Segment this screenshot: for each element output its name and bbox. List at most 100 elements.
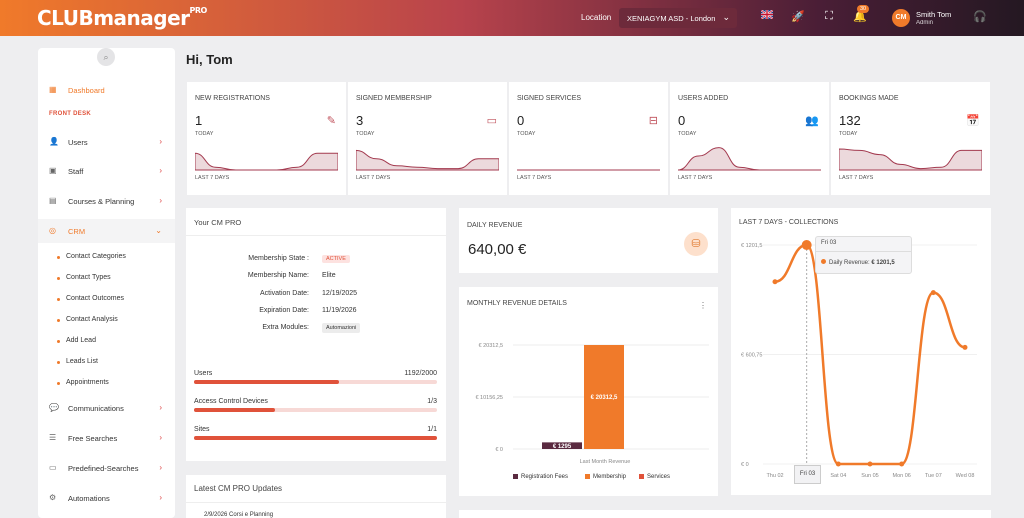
avatar[interactable]: CM bbox=[892, 9, 910, 27]
stat-title: USERS ADDED bbox=[678, 95, 729, 102]
divider bbox=[816, 251, 911, 252]
legend-label: Membership bbox=[593, 474, 627, 481]
legend-item[interactable]: Services bbox=[639, 474, 670, 480]
data-point bbox=[867, 461, 873, 467]
stat-card-bookings: BOOKINGS MADE 132 TODAY 📅 LAST 7 DAYS bbox=[831, 82, 990, 195]
sparkline bbox=[839, 148, 982, 171]
stat-sub: TODAY bbox=[839, 131, 858, 137]
bar bbox=[542, 442, 582, 449]
sparkline bbox=[356, 149, 499, 171]
row-key: Membership State : bbox=[248, 255, 309, 262]
stat-card-services: SIGNED SERVICES 0 TODAY ⊟ LAST 7 DAYS bbox=[509, 82, 668, 195]
sidebar-item-staff[interactable]: ▣ Staff › bbox=[49, 166, 162, 176]
card-title: Latest CM PRO Updates bbox=[194, 484, 283, 493]
status-badge: ACTIVE bbox=[322, 255, 350, 263]
id-card-icon: ▭ bbox=[486, 115, 497, 127]
row-value: Elite bbox=[322, 272, 336, 279]
sidebar-subitem[interactable]: Leads List bbox=[57, 358, 98, 365]
cm-pro-card: Your CM PRO Membership State : ACTIVE Me… bbox=[186, 208, 446, 461]
tooltip-row: Daily Revenue: € 1201,5 bbox=[821, 259, 895, 266]
sparkline bbox=[195, 152, 338, 171]
chevron-down-icon: ⌄ bbox=[155, 226, 162, 235]
stat-footer: LAST 7 DAYS bbox=[517, 175, 552, 181]
sidebar-subitem[interactable]: Contact Outcomes bbox=[57, 295, 124, 302]
stat-value: 132 bbox=[839, 113, 861, 128]
legend-swatch bbox=[513, 474, 518, 479]
x-tick-label: Last Month Revenue bbox=[580, 459, 631, 465]
module-badge: Automazioni bbox=[322, 323, 361, 333]
sidebar-item-predefined-searches[interactable]: ▭ Predefined-Searches › bbox=[49, 463, 162, 473]
sidebar-subitem[interactable]: Add Lead bbox=[57, 337, 96, 344]
calendar-icon: ▤ bbox=[49, 196, 57, 205]
stat-card-registrations: NEW REGISTRATIONS 1 TODAY ✎ LAST 7 DAYS bbox=[187, 82, 346, 195]
stat-title: NEW REGISTRATIONS bbox=[195, 95, 270, 102]
stat-footer: LAST 7 DAYS bbox=[356, 175, 391, 181]
sparkline-area bbox=[195, 152, 338, 171]
usage-value: 1/1 bbox=[427, 426, 437, 433]
stat-title: SIGNED MEMBERSHIP bbox=[356, 95, 432, 102]
app-logo[interactable]: CLUBmanagerPRO bbox=[37, 6, 207, 30]
row-value: 12/19/2025 bbox=[322, 290, 358, 297]
data-point bbox=[930, 290, 936, 296]
row-key: Expiration Date: bbox=[259, 307, 309, 314]
tooltip-label: Daily Revenue: bbox=[829, 260, 870, 266]
sidebar-item-dashboard[interactable]: ▦ Dashboard bbox=[49, 85, 105, 95]
location-select[interactable]: XENIAGYM ASD - London ⌄ bbox=[619, 8, 737, 28]
data-label: € 20312,5 bbox=[591, 395, 618, 401]
sidebar-subitem[interactable]: Contact Categories bbox=[57, 253, 126, 260]
stat-value: 0 bbox=[517, 113, 525, 128]
chevron-right-icon: › bbox=[159, 166, 162, 175]
collections-card: LAST 7 DAYS - COLLECTIONS € 0 € 600,75 € 1… bbox=[731, 208, 991, 495]
divider bbox=[186, 502, 446, 503]
sidebar-item-courses[interactable]: ▤ Courses & Planning › bbox=[49, 196, 162, 206]
next-card bbox=[459, 510, 991, 518]
sidebar-item-users[interactable]: 👤 Users › bbox=[49, 137, 162, 147]
search-icon[interactable]: ⌕ bbox=[97, 48, 115, 66]
monthly-revenue-chart: € 0 € 10156,25 € 20312,5 € 1295 € 20312,5 Las… bbox=[475, 343, 709, 465]
chevron-right-icon: › bbox=[159, 196, 162, 205]
row-key: Extra Modules: bbox=[262, 324, 309, 331]
headset-icon[interactable]: 🎧 bbox=[973, 11, 987, 23]
sidebar-item-free-searches[interactable]: ☰ Free Searches › bbox=[49, 433, 162, 443]
sparkline-area bbox=[678, 147, 821, 171]
usage-bar bbox=[194, 380, 437, 384]
more-menu-icon[interactable]: ⋮ bbox=[699, 301, 707, 310]
bell-icon[interactable]: 🔔 bbox=[853, 11, 867, 23]
sidebar-subitem[interactable]: Contact Types bbox=[57, 274, 111, 281]
stat-card-membership: SIGNED MEMBERSHIP 3 TODAY ▭ LAST 7 DAYS bbox=[348, 82, 507, 195]
x-tick-label: Mon 06 bbox=[892, 473, 910, 479]
stat-footer: LAST 7 DAYS bbox=[839, 175, 874, 181]
update-item[interactable]: 2/9/2026 Corsi e Planning bbox=[204, 512, 274, 518]
flag-uk-icon[interactable] bbox=[759, 9, 775, 26]
y-tick-label: € 0 bbox=[741, 462, 749, 468]
fullscreen-icon[interactable]: ⛶ bbox=[825, 10, 833, 22]
calendar-clock-icon: 📅 bbox=[966, 115, 980, 127]
chevron-down-icon: ⌄ bbox=[722, 12, 730, 22]
sidebar-subitem[interactable]: Appointments bbox=[57, 379, 109, 386]
coins-icon: ⛁ bbox=[684, 232, 708, 256]
y-tick-label: € 600,75 bbox=[741, 353, 762, 359]
stat-sub: TODAY bbox=[517, 131, 536, 137]
updates-card: Latest CM PRO Updates 2/9/2026 Corsi e P… bbox=[186, 475, 446, 518]
chevron-right-icon: › bbox=[159, 493, 162, 502]
rocket-icon[interactable]: 🚀 bbox=[791, 11, 805, 23]
stat-value: 0 bbox=[678, 113, 686, 128]
sparkline-area bbox=[356, 149, 499, 171]
bar bbox=[584, 345, 624, 449]
legend-item[interactable]: Membership bbox=[585, 474, 626, 480]
user-name[interactable]: Smith Tom bbox=[916, 10, 952, 19]
tooltip-marker bbox=[821, 259, 826, 264]
sidebar-subitem[interactable]: Contact Analysis bbox=[57, 316, 118, 323]
sidebar-item-automations[interactable]: ⚙ Automations › bbox=[49, 493, 162, 503]
target-icon: ◎ bbox=[49, 226, 56, 235]
stat-value: 1 bbox=[195, 113, 203, 128]
page-title: Hi, Tom bbox=[186, 52, 233, 67]
stat-footer: LAST 7 DAYS bbox=[195, 175, 230, 181]
legend-item[interactable]: Registration Fees bbox=[513, 474, 568, 480]
sidebar-item-crm[interactable]: ◎ CRM ⌄ bbox=[38, 219, 175, 243]
chevron-right-icon: › bbox=[159, 137, 162, 146]
sidebar-item-communications[interactable]: 💬 Communications › bbox=[49, 403, 162, 413]
stat-value: 3 bbox=[356, 113, 364, 128]
monthly-revenue-card: MONTHLY REVENUE DETAILS ⋮ € 0 € 10156,25 €… bbox=[459, 287, 718, 496]
x-tick-label: Sun 05 bbox=[861, 473, 878, 479]
